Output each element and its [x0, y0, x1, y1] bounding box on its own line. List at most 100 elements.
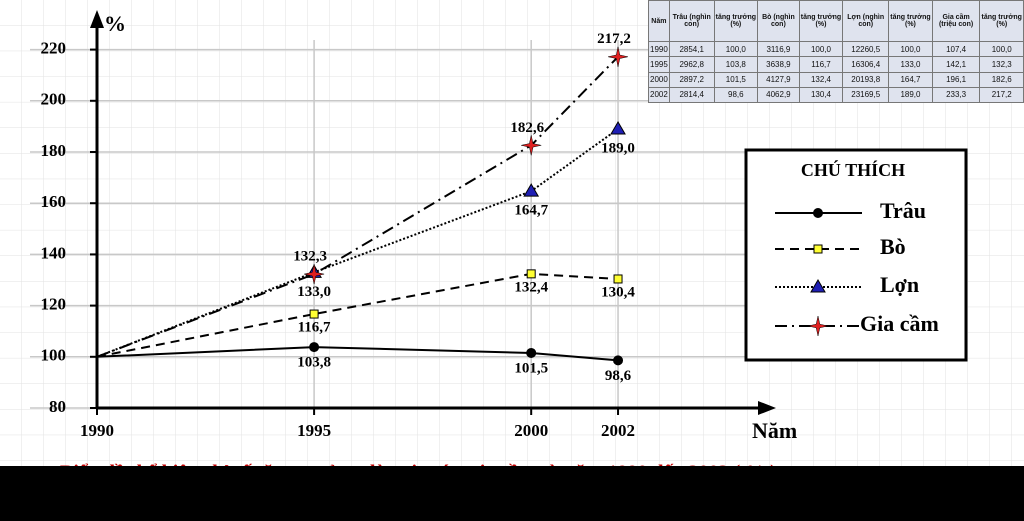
marker — [810, 279, 826, 293]
x-tick-label: 2002 — [601, 421, 635, 440]
table-cell: 182,6 — [979, 71, 1024, 88]
table-cell: 101,5 — [713, 71, 759, 88]
table-cell: 116,7 — [798, 56, 844, 73]
y-tick-label: 80 — [49, 397, 66, 416]
marker — [610, 120, 626, 135]
table-cell: 3638,9 — [757, 56, 800, 73]
value-label: 98,6 — [605, 368, 632, 384]
video-bar — [0, 466, 1024, 521]
series-line — [96, 272, 619, 358]
table-cell: 130,4 — [798, 86, 844, 104]
value-label: 182,6 — [510, 120, 544, 136]
x-axis-label: Năm — [752, 418, 797, 443]
y-tick-label: 120 — [41, 295, 67, 314]
table-header: Lợn (nghìn con) — [842, 0, 890, 42]
value-label: 217,2 — [597, 31, 631, 47]
table-cell: 132,3 — [979, 56, 1024, 73]
table-cell: 107,4 — [931, 40, 981, 58]
table-cell: 100,0 — [798, 40, 844, 58]
table-cell: 3116,9 — [757, 40, 800, 58]
table-header: tăng trưởng (%) — [979, 0, 1024, 42]
table-cell: 23169,5 — [842, 86, 890, 104]
marker — [807, 315, 829, 337]
marker — [304, 264, 325, 285]
table-row: 2000 2897,2 101,5 4127,9 132,4 20193,8 164,7 19… — [648, 71, 1024, 88]
y-tick-label: 180 — [41, 141, 67, 160]
y-arrow — [90, 10, 104, 28]
table-cell: 142,1 — [931, 56, 981, 73]
table-row: 1990 2854,1 100,0 3116,9 100,0 12260,5 100,0 10… — [648, 40, 1024, 58]
table-cell: 100,0 — [888, 40, 933, 58]
table-cell: 16306,4 — [842, 56, 890, 73]
marker — [523, 183, 540, 197]
table-cell: 133,0 — [888, 56, 933, 73]
legend-label: Bò — [880, 234, 906, 259]
series-line — [96, 56, 619, 358]
marker — [309, 309, 319, 319]
x-tick-label: 1995 — [297, 421, 331, 440]
table-cell: 100,0 — [713, 40, 759, 58]
table-row: 2002 2814,4 98,6 4062,9 130,4 23169,5 189,0 233… — [648, 86, 1024, 104]
series-line — [96, 128, 619, 358]
legend-label: Lợn — [880, 272, 919, 297]
table-cell: 2897,2 — [668, 71, 715, 88]
legend-title: CHÚ THÍCH — [801, 159, 905, 180]
y-tick-label: 160 — [41, 192, 67, 211]
marker — [613, 355, 624, 366]
table-cell: 132,4 — [798, 71, 844, 88]
legend-label: Trâu — [880, 198, 926, 223]
table-cell: 1990 — [648, 40, 670, 58]
marker — [813, 244, 823, 254]
value-label: 189,0 — [601, 140, 635, 156]
value-label: 133,0 — [297, 284, 331, 300]
table-header: Gia cầm (triệu con) — [931, 0, 981, 42]
table-cell: 233,3 — [931, 86, 981, 104]
table-cell: 98,6 — [713, 86, 759, 104]
marker — [526, 347, 537, 358]
series-line — [96, 346, 619, 362]
value-label: 132,4 — [514, 279, 548, 295]
table-cell: 1995 — [648, 56, 670, 73]
table-cell: 2814,4 — [668, 86, 715, 104]
x-tick-label: 2000 — [514, 421, 548, 440]
table-cell: 20193,8 — [842, 71, 890, 88]
y-tick-label: 100 — [41, 346, 67, 365]
legend-label: Gia cầm — [860, 311, 939, 336]
value-label: 130,4 — [601, 284, 635, 300]
x-tick-label: 1990 — [80, 421, 114, 440]
table-cell: 196,1 — [931, 71, 981, 88]
value-label: 132,3 — [293, 249, 327, 265]
table-header: tăng trưởng (%) — [888, 0, 933, 42]
table-cell: 2000 — [648, 71, 670, 88]
y-tick-label: 140 — [41, 243, 67, 262]
table-cell: 189,0 — [888, 86, 933, 104]
table-header: Năm — [648, 0, 670, 42]
table-cell: 164,7 — [888, 71, 933, 88]
table-cell: 2854,1 — [668, 40, 715, 58]
marker — [813, 208, 823, 218]
table-cell: 4062,9 — [757, 86, 800, 104]
table-cell: 12260,5 — [842, 40, 890, 58]
table-cell: 2962,8 — [668, 56, 715, 73]
table-row: 1995 2962,8 103,8 3638,9 116,7 16306,4 133,0 14… — [648, 56, 1024, 73]
x-arrow — [758, 401, 776, 415]
value-label: 164,7 — [514, 203, 548, 219]
table-cell: 4127,9 — [757, 71, 800, 88]
marker — [309, 342, 320, 353]
marker — [613, 274, 623, 284]
y-tick-label: 220 — [41, 39, 67, 58]
value-label: 103,8 — [297, 355, 331, 371]
marker — [526, 269, 536, 279]
value-label: 116,7 — [298, 319, 331, 335]
value-label: 101,5 — [514, 360, 548, 376]
table-header: tăng trưởng (%) — [713, 0, 759, 42]
table-cell: 100,0 — [979, 40, 1024, 58]
marker — [521, 135, 542, 156]
y-tick-label: 200 — [41, 90, 67, 109]
table-cell: 2002 — [648, 86, 670, 104]
data-table: Năm Trâu (nghìn con) tăng trưởng (%) Bò (ng… — [648, 0, 1024, 104]
table-header: Bò (nghìn con) — [757, 0, 800, 42]
y-axis-label: % — [104, 11, 126, 36]
table-header: tăng trưởng (%) — [798, 0, 844, 42]
